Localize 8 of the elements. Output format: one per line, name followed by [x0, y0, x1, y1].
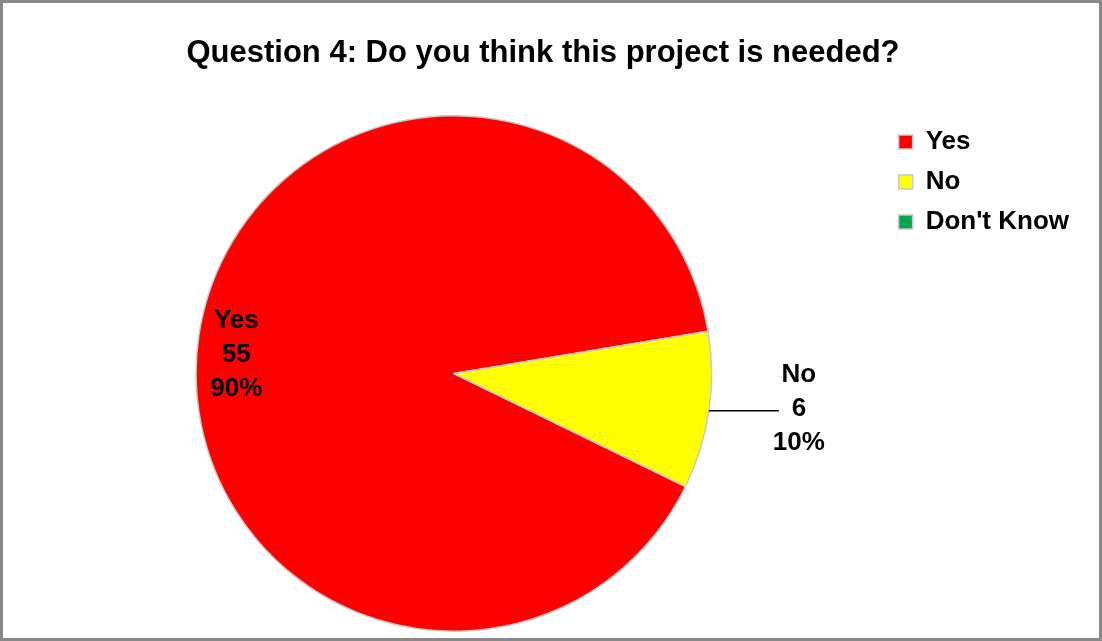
- chart-title: Question 4: Do you think this project is needed?: [185, 33, 901, 71]
- data-label: 55 90%: [210, 338, 263, 403]
- slice-label: No: [781, 357, 817, 388]
- legend-label: No: [925, 165, 961, 196]
- legend-label: Don't Know: [925, 205, 1070, 236]
- legend-label: Yes: [925, 125, 971, 156]
- slice-label: Yes: [213, 304, 259, 335]
- data-label: 6 10%: [772, 391, 825, 456]
